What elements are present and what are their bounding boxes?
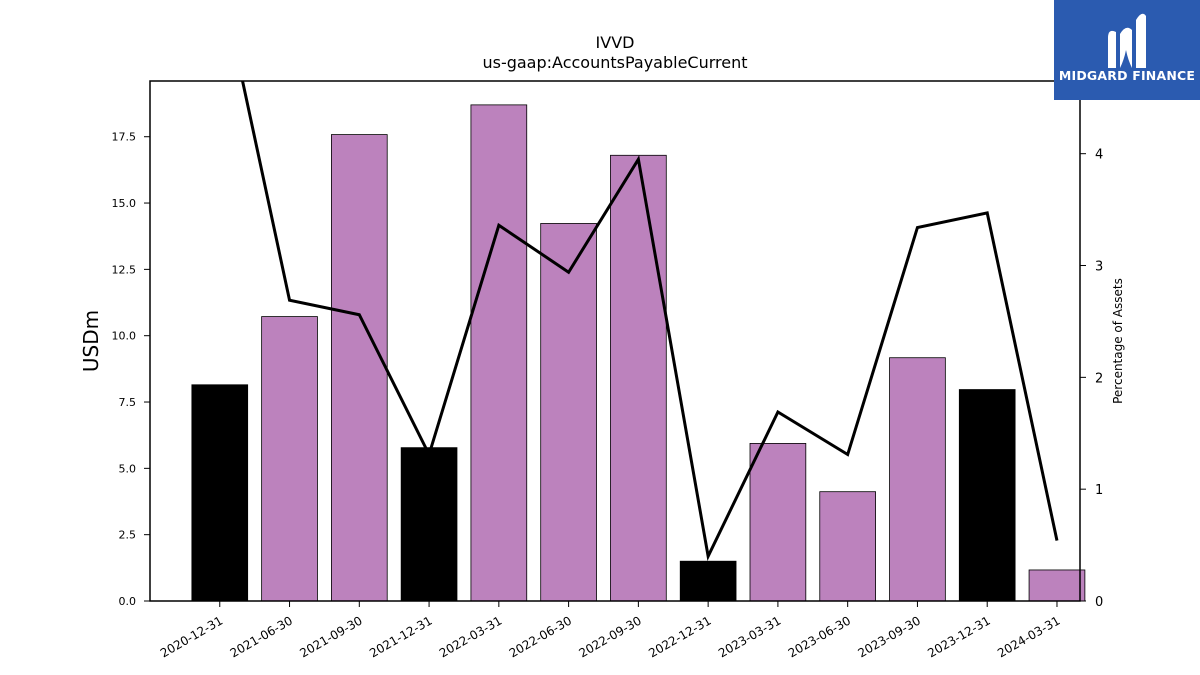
x-tick-label: 2022-12-31	[646, 613, 713, 660]
bar-2022-06-30	[540, 223, 597, 602]
x-tick-label: 2021-12-31	[367, 613, 434, 660]
bar-2022-03-31	[470, 104, 528, 602]
percentage-line	[241, 81, 1059, 562]
x-tick-label: 2022-06-30	[507, 613, 574, 660]
y2-tick-label: 4	[1095, 148, 1103, 163]
chart-title: IVVD	[596, 33, 635, 52]
logo-text: MIDGARD FINANCE	[1058, 68, 1196, 83]
logo-mark-icon	[1108, 13, 1146, 68]
y-tick-label: 2.5	[119, 529, 137, 542]
y2-tick-label: 1	[1095, 483, 1103, 498]
y2-tick-label: 3	[1095, 260, 1103, 275]
y-tick-label: 0.0	[119, 595, 137, 608]
y-tick-label: 5.0	[119, 462, 137, 475]
x-tick-label: 2022-03-31	[437, 613, 504, 660]
bar-2021-06-30	[261, 316, 318, 602]
y-tick-label: 15.0	[112, 197, 137, 210]
bar-2022-12-31	[679, 560, 737, 602]
bar-2023-12-31	[958, 389, 1016, 602]
x-tick-label: 2023-06-30	[786, 613, 853, 660]
y-tick-label: 12.5	[112, 263, 137, 276]
y-tick-label: 10.0	[112, 330, 137, 343]
bar-2020-12-31	[191, 384, 249, 602]
midgard-finance-logo: MIDGARD FINANCE	[1054, 0, 1200, 100]
line-group	[241, 81, 1059, 562]
x-tick-label: 2023-03-31	[716, 613, 783, 660]
x-tick-label: 2020-12-31	[158, 613, 225, 660]
bar-2024-03-31	[1028, 569, 1086, 602]
y-tick-label: 7.5	[119, 396, 137, 409]
y2-axis-label: Percentage of Assets	[1111, 278, 1125, 404]
bar-2022-09-30	[610, 154, 667, 602]
chart-subtitle: us-gaap:AccountsPayableCurrent	[482, 53, 747, 72]
x-tick-label: 2023-12-31	[925, 613, 992, 660]
x-tick-label: 2021-09-30	[297, 613, 364, 660]
y-tick-label: 17.5	[112, 131, 137, 144]
bar-2023-09-30	[889, 357, 946, 602]
x-tick-label: 2022-09-30	[576, 613, 643, 660]
bar-2021-12-31	[400, 447, 458, 602]
y2-tick-label: 2	[1095, 371, 1103, 386]
y2-tick-label: 0	[1095, 595, 1103, 610]
x-tick-label: 2024-03-31	[995, 613, 1062, 660]
bar-2023-03-31	[749, 443, 807, 602]
bars-group	[191, 104, 1086, 602]
plot-frame	[149, 80, 1081, 602]
x-tick-label: 2021-06-30	[228, 613, 295, 660]
bar-2023-06-30	[819, 491, 876, 602]
y-axis-label: USDm	[79, 310, 103, 372]
bar-2021-09-30	[330, 134, 388, 602]
x-tick-label: 2023-09-30	[856, 613, 923, 660]
